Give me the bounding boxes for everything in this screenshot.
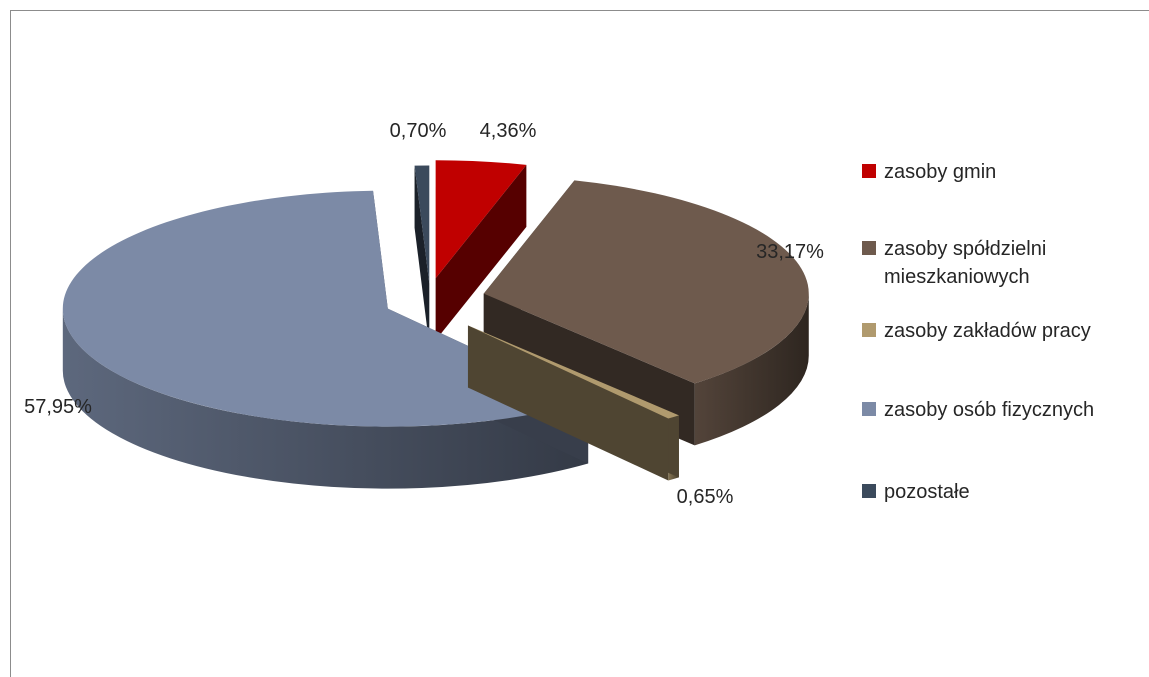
pie-slice-top <box>483 180 809 384</box>
pie-slice-top <box>467 325 679 419</box>
data-label: 57,95% <box>24 396 92 418</box>
legend-swatch <box>862 484 876 498</box>
data-label: 0,70% <box>390 120 447 142</box>
legend-label: zasoby gmin <box>884 161 997 183</box>
pie-slice-wall <box>467 325 669 481</box>
pie-slice-side <box>694 293 809 446</box>
legend-swatch <box>862 241 876 255</box>
legend-label: zasoby spółdzielni mieszkaniowych <box>884 238 1047 288</box>
legend-item-zasoby-osob-fizycznych: zasoby osób fizycznych <box>862 396 1094 424</box>
legend-item-pozostale: pozostałe <box>862 478 970 506</box>
legend-swatch <box>862 323 876 337</box>
legend-label: zasoby zakładów pracy <box>884 320 1091 342</box>
pie-slice <box>467 325 679 481</box>
legend-item-zasoby-zakladow-pracy: zasoby zakładów pracy <box>862 317 1091 345</box>
pie-slice-side <box>62 308 589 489</box>
data-label: 0,65% <box>677 486 734 508</box>
pie-slice-top <box>62 190 589 427</box>
legend-item-zasoby-spoldzielni: zasoby spółdzielni mieszkaniowych <box>862 235 1084 291</box>
pie-slice <box>414 165 430 346</box>
pie-slice-top <box>414 165 430 284</box>
legend-item-zasoby-gmin: zasoby gmin <box>862 158 996 186</box>
legend-label: pozostałe <box>884 481 970 503</box>
pie-slice-top <box>435 160 527 279</box>
pie-slice <box>435 160 527 341</box>
legend-swatch <box>862 164 876 178</box>
data-label: 33,17% <box>756 241 824 263</box>
legend-label: zasoby osób fizycznych <box>884 399 1095 421</box>
data-label: 4,36% <box>480 120 537 142</box>
pie-slice-wall <box>435 164 527 341</box>
chart-area <box>10 10 1149 677</box>
pie-slice-wall <box>414 165 430 346</box>
legend-swatch <box>862 402 876 416</box>
